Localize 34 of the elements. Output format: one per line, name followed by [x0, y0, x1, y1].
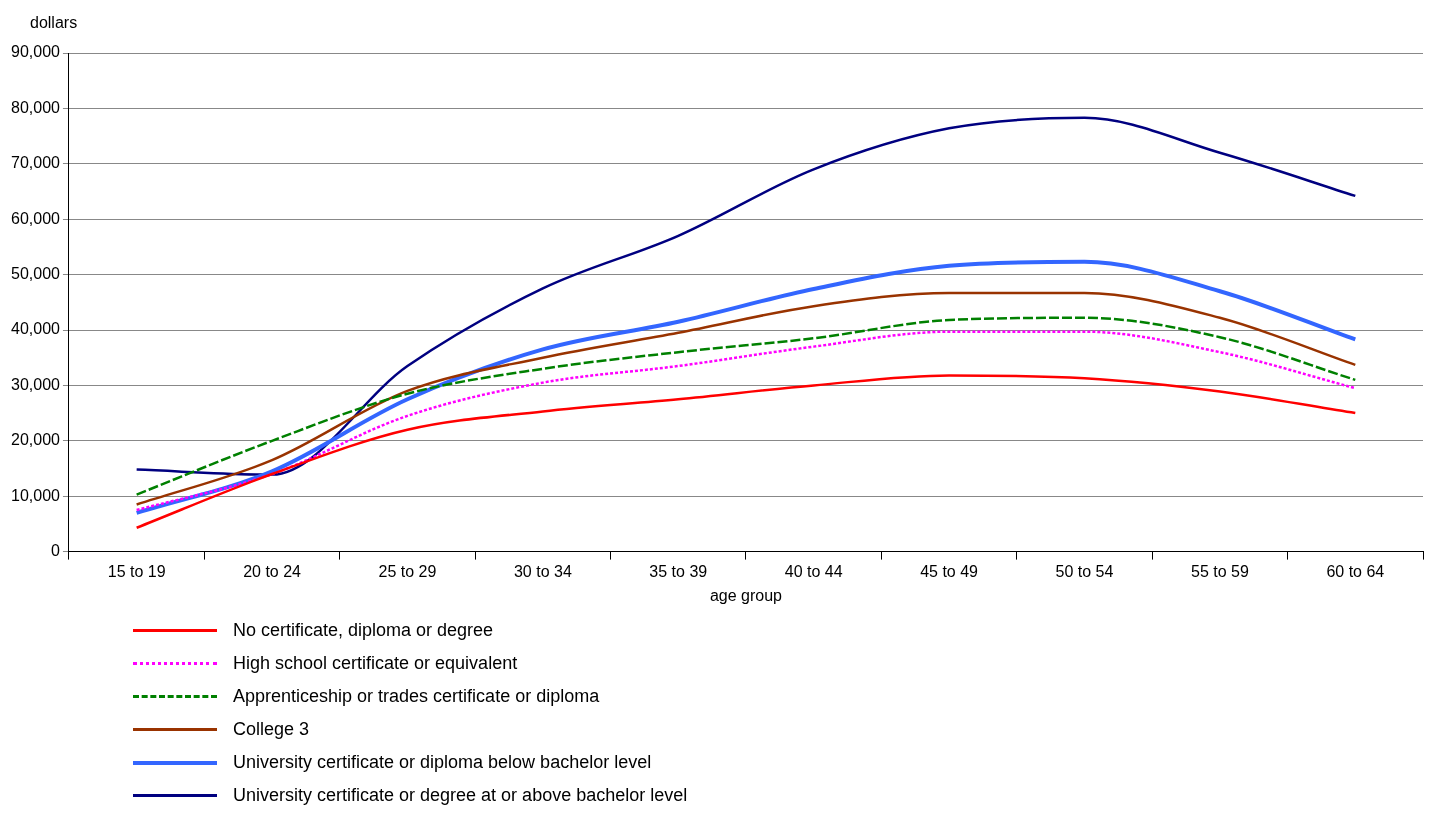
x-tick-label: 25 to 29 [378, 562, 437, 580]
line-series [135, 291, 1357, 506]
x-tick-label: 50 to 54 [1055, 562, 1114, 580]
x-tick-label: 30 to 34 [513, 562, 572, 580]
line-series [135, 316, 1357, 496]
legend-label: University certificate or diploma below bachelor level [233, 752, 652, 773]
y-tick-label: 90,000 [11, 43, 61, 61]
x-tick-label: 15 to 19 [107, 562, 166, 580]
line-series [135, 330, 1357, 512]
y-tick-label: 40,000 [11, 320, 61, 338]
x-tick-label: 20 to 24 [243, 562, 302, 580]
y-tick-label: 70,000 [11, 154, 61, 172]
x-tick-label: 45 to 49 [920, 562, 979, 580]
line-series [135, 374, 1357, 530]
x-tick-label: 40 to 44 [784, 562, 843, 580]
y-tick-label: 60,000 [11, 209, 61, 227]
line-series [135, 116, 1357, 476]
x-tick-label: 60 to 64 [1326, 562, 1385, 580]
x-tick-label: 55 to 59 [1190, 562, 1249, 580]
y-tick-label: 0 [51, 542, 61, 560]
x-axis-title: age group [709, 586, 783, 604]
line-series [134, 259, 1358, 515]
legend-label: Apprenticeship or trades certificate or diploma [233, 686, 600, 707]
legend-label: High school certificate or equivalent [233, 653, 518, 674]
y-tick-label: 10,000 [11, 486, 61, 504]
legend-label: University certificate or degree at or above bachelor level [233, 785, 688, 806]
y-tick-label: 50,000 [11, 265, 61, 283]
legend-label: No certificate, diploma or degree [233, 620, 494, 641]
y-tick-label: 20,000 [11, 431, 61, 449]
y-tick-label: 30,000 [11, 375, 61, 393]
x-tick-label: 35 to 39 [649, 562, 708, 580]
y-tick-label: 80,000 [11, 98, 61, 116]
y-axis-title: dollars [30, 14, 78, 32]
legend-label: College 3 [233, 719, 310, 740]
